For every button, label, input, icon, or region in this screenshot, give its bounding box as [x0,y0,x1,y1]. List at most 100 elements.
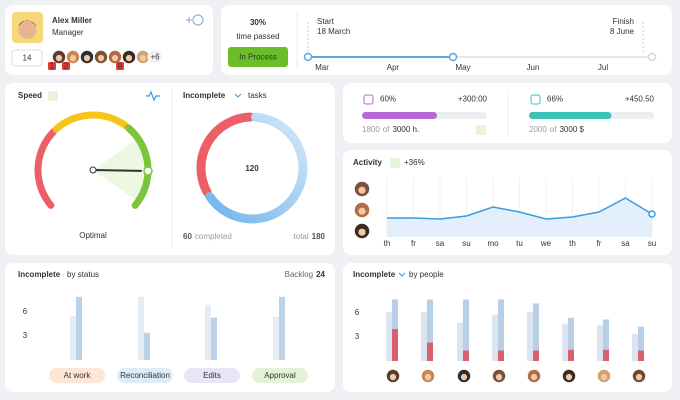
track-point [303,52,313,62]
chevron [234,93,242,98]
avatar-face [565,373,573,381]
avatar-face [125,54,133,62]
activity-point [648,210,656,218]
bar [533,303,539,361]
gauge-arc [34,128,57,209]
finance-of: of [550,125,557,134]
tasks-remaining: 120 [245,164,259,173]
pulse-icon [146,90,160,102]
track-point [647,52,657,62]
bar [76,296,82,360]
profile-role: Manager [52,28,84,37]
badge-count: 8 [118,62,123,71]
category-pill[interactable] [252,368,308,383]
time-percent: 30% [250,18,266,27]
bar [492,314,498,361]
people-title: Incomplete [353,270,396,279]
bar [144,332,150,360]
activity-change: +36% [404,158,425,167]
avatar-face [139,54,147,62]
y-tick-label: 6 [23,307,28,316]
needle-hub [89,166,97,174]
activity-area [387,198,652,237]
finance-target: 3000 h. [392,125,419,134]
bar [138,296,144,360]
month-label: Jul [598,63,608,72]
progress-fill [362,112,437,119]
bar [70,316,76,360]
x-tick-label: Edits [203,371,221,380]
bar [568,349,574,361]
bar [463,350,469,361]
bar [527,312,533,361]
activity-line [387,197,653,220]
category-pill[interactable] [117,368,173,383]
badge [62,62,70,70]
status-title: Incomplete [18,270,61,279]
finish-label: Finish [613,17,634,26]
tasks-total-label: total [294,232,309,241]
tasks-completed-label: completed [195,232,232,241]
finance-icon [363,94,374,105]
avatar-face [495,373,503,381]
bar [273,316,279,360]
y-tick-label: 6 [355,308,360,317]
avatar-face [358,228,366,236]
bar [211,317,217,360]
avatar-face [83,54,91,62]
finance-delta: +450.50 [625,95,655,104]
bar [603,319,609,361]
bar [533,350,539,361]
backlog: Backlog 24 [285,270,326,279]
add-user-icon[interactable] [192,14,204,26]
x-tick-label: Reconciliation [120,371,170,380]
avatar-face [460,373,468,381]
finance-status-icon [476,125,486,135]
badge-count: 1 [50,62,55,71]
x-tick-label: At work [64,371,92,380]
bar [603,349,609,361]
bar [427,299,433,361]
badge [48,62,56,70]
time-caption: time passed [236,32,279,41]
gauge-needle [92,169,142,172]
speed-status: Optimal [79,231,107,240]
category-pill[interactable] [184,368,240,383]
avatar-face [389,373,397,381]
gauge-arc [124,124,152,209]
avatar-face [55,54,63,62]
x-tick-label: su [648,239,656,248]
start-date: 18 March [317,27,350,36]
category-pill[interactable] [49,368,105,383]
status-button[interactable] [228,47,288,67]
x-tick-label: th [384,239,391,248]
speed-icon [48,91,58,101]
bar [632,333,638,361]
bar [457,322,463,361]
profile-hair [18,20,37,27]
finance-icon [530,94,541,105]
y-tick-label: 3 [355,332,360,341]
bar [638,326,644,361]
x-tick-label: Approval [264,371,296,380]
x-tick-label: we [540,239,552,248]
finance-target: 3000 $ [559,125,584,134]
avatar-face [97,54,105,62]
tasks-title: Incomplete [183,91,226,100]
track-point [448,52,458,62]
bar [421,312,427,361]
bar [386,312,392,361]
finance-done: 2000 [529,125,547,134]
finance-amount: 2000 of 3000 $ [529,125,584,134]
tasks-completed: 60 [183,232,192,241]
speed-title: Speed [18,91,42,100]
avatar-face [600,373,608,381]
more-circle [147,49,163,65]
chevron [398,272,406,277]
x-tick-label: mo [487,239,499,248]
month-label: Jun [527,63,540,72]
profile-face [18,21,37,39]
donut-remaining [205,112,308,224]
x-tick-label: su [462,239,470,248]
backlog-label: Backlog [285,270,313,279]
